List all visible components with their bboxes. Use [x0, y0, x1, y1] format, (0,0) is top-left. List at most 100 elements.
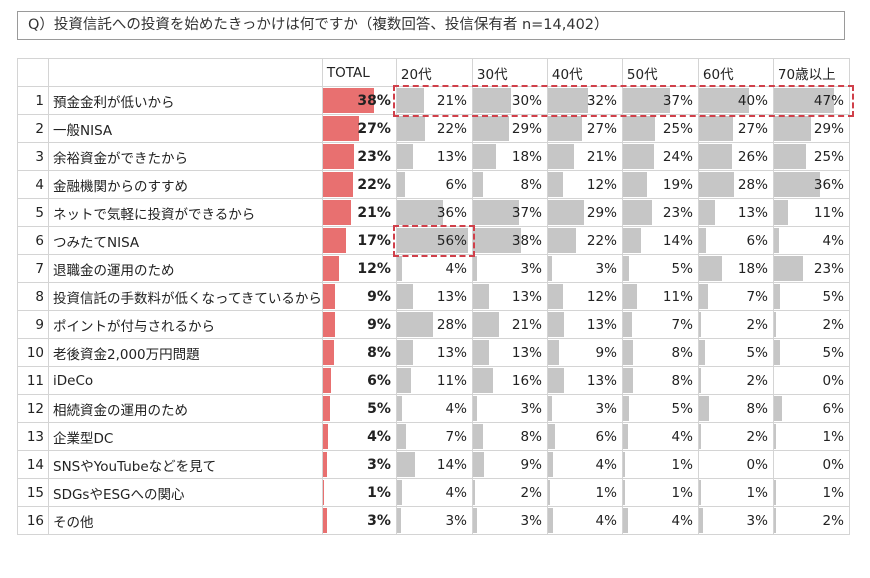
total-value: 17%: [357, 232, 391, 249]
age-value: 22%: [586, 232, 617, 249]
age-value: 4%: [671, 428, 693, 445]
age-value: 40%: [737, 92, 768, 109]
age-bar: [473, 228, 521, 253]
age-60s-cell: 18%: [697, 254, 774, 283]
age-20s-cell: 14%: [395, 450, 473, 479]
age-30s-cell: 38%: [471, 226, 548, 255]
age-20s-cell: 13%: [395, 338, 473, 367]
age-bar: [699, 284, 708, 309]
age-bar: [774, 116, 811, 141]
age-value: 8%: [520, 428, 542, 445]
age-30s-cell: 29%: [471, 114, 548, 143]
age-bar: [623, 144, 654, 169]
age-50s-cell: 7%: [621, 310, 699, 339]
age-40s-cell: 22%: [546, 226, 623, 255]
age-value: 12%: [586, 288, 617, 305]
age-60s-cell: 2%: [697, 422, 774, 451]
age-60s-cell: 40%: [697, 86, 774, 115]
age-value: 5%: [746, 344, 768, 361]
age-20s-cell: 36%: [395, 198, 473, 227]
age-bar: [397, 284, 414, 309]
survey-table: TOTAL 20代 30代 40代 50代 60代 70歳以上 1 預金金利が低い…: [17, 58, 850, 535]
age-bar: [623, 116, 655, 141]
age-value: 11%: [813, 204, 844, 221]
age-value: 28%: [737, 176, 768, 193]
total-cell: 6%: [321, 366, 397, 395]
age-value: 13%: [436, 148, 467, 165]
total-value: 22%: [357, 176, 391, 193]
age-value: 32%: [586, 92, 617, 109]
age-40s-cell: 1%: [546, 478, 623, 507]
age-bar: [623, 508, 629, 533]
age-60s-cell: 1%: [697, 478, 774, 507]
age-bar: [397, 424, 406, 449]
age-40s-cell: 32%: [546, 86, 623, 115]
age-bar: [623, 284, 637, 309]
age-value: 3%: [746, 512, 768, 529]
age-bar: [397, 480, 403, 505]
age-bar: [699, 368, 702, 393]
age-value: 5%: [822, 344, 844, 361]
age-value: 19%: [662, 176, 693, 193]
table-row: 11 iDeCo 6% 11% 16% 13% 8% 2%: [17, 366, 850, 395]
age-value: 1%: [746, 484, 768, 501]
age-value: 4%: [822, 232, 844, 249]
total-cell: 23%: [321, 142, 397, 171]
age-40s-cell: 27%: [546, 114, 623, 143]
age-value: 6%: [822, 400, 844, 417]
reason-label: SNSやYouTubeなどを見て: [48, 450, 323, 479]
age-value: 2%: [746, 428, 768, 445]
total-cell: 5%: [321, 394, 397, 423]
age-70plus-cell: 29%: [772, 114, 850, 143]
age-value: 9%: [520, 456, 542, 473]
age-50s-cell: 23%: [621, 198, 699, 227]
reason-label: つみたてNISA: [48, 226, 323, 255]
age-bar: [774, 508, 777, 533]
total-bar: [323, 312, 336, 337]
age-bar: [774, 424, 776, 449]
age-value: 37%: [511, 204, 542, 221]
age-bar: [699, 480, 701, 505]
age-bar: [397, 172, 405, 197]
age-bar: [397, 368, 411, 393]
total-bar: [323, 452, 327, 477]
reason-label: iDeCo: [48, 366, 323, 395]
total-cell: 38%: [321, 86, 397, 115]
table-row: 15 SDGsやESGへの関心 1% 4% 2% 1% 1%: [17, 478, 850, 507]
age-value: 7%: [445, 428, 467, 445]
row-number: 15: [17, 478, 49, 507]
total-value: 3%: [367, 456, 391, 473]
age-40s-cell: 12%: [546, 170, 623, 199]
age-50s-cell: 37%: [621, 86, 699, 115]
age-50s-cell: 8%: [621, 366, 699, 395]
age-value: 8%: [746, 400, 768, 417]
total-bar: [323, 172, 353, 197]
age-value: 8%: [671, 372, 693, 389]
age-value: 8%: [671, 344, 693, 361]
table-row: 16 その他 3% 3% 3% 4% 4% 3%: [17, 506, 850, 535]
total-cell: 9%: [321, 310, 397, 339]
age-bar: [774, 228, 780, 253]
total-cell: 3%: [321, 506, 397, 535]
age-20s-cell: 13%: [395, 282, 473, 311]
age-50s-cell: 5%: [621, 254, 699, 283]
table-row: 2 一般NISA 27% 22% 29% 27% 25% 27: [17, 114, 850, 143]
age-40s-cell: 29%: [546, 198, 623, 227]
age-bar: [473, 452, 485, 477]
row-number: 2: [17, 114, 49, 143]
table-row: 9 ポイントが付与されるから 9% 28% 21% 13% 7%: [17, 310, 850, 339]
age-70plus-cell: 2%: [772, 310, 850, 339]
age-value: 3%: [520, 260, 542, 277]
age-value: 36%: [813, 176, 844, 193]
age-value: 4%: [445, 400, 467, 417]
age-bar: [473, 116, 510, 141]
total-value: 3%: [367, 512, 391, 529]
age-20s-cell: 4%: [395, 478, 473, 507]
age-value: 1%: [822, 428, 844, 445]
age-value: 4%: [671, 512, 693, 529]
age-bar: [473, 312, 500, 337]
total-cell: 27%: [321, 114, 397, 143]
age-value: 4%: [595, 456, 617, 473]
age-bar: [623, 396, 630, 421]
age-value: 6%: [595, 428, 617, 445]
